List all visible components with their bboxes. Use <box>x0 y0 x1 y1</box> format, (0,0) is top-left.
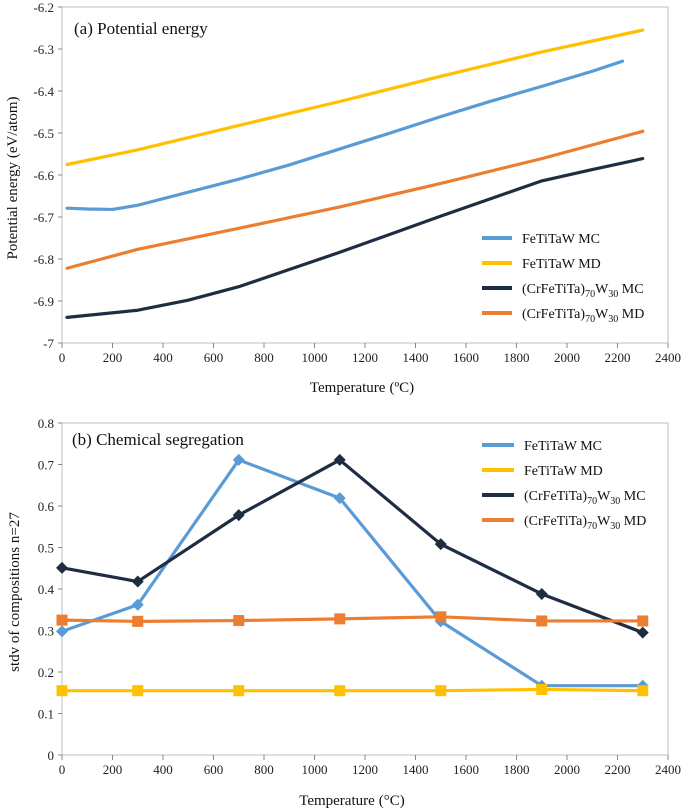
data-point-fetitaw-md <box>536 683 548 695</box>
data-point-fetitaw-mc <box>232 453 245 466</box>
data-point-fetitaw-md <box>334 685 346 697</box>
series-line-fetitaw-md <box>65 28 645 167</box>
x-tick-label: 1400 <box>403 350 429 365</box>
data-point-crfetita-70w30-md <box>233 615 245 627</box>
x-tick-label: 2400 <box>655 350 681 365</box>
x-tick-label: 1000 <box>302 350 328 365</box>
x-tick-label: 2200 <box>605 350 631 365</box>
data-point-crfetita-70w30-md <box>435 611 447 623</box>
y-tick-label: -7 <box>43 336 54 351</box>
x-tick-label: 1600 <box>453 762 479 777</box>
data-point-crfetita-70w30-md <box>132 615 144 627</box>
y-tick-label: 0 <box>48 748 55 763</box>
data-point-crfetita-70w30-mc <box>131 575 144 588</box>
y-tick-label: 0.3 <box>38 624 54 639</box>
x-tick-label: 800 <box>254 350 274 365</box>
y-tick-label: 0.1 <box>38 707 54 722</box>
y-tick-label: 0.6 <box>38 499 55 514</box>
panel-a-title: (a) Potential energy <box>74 19 208 38</box>
series-line-fetitaw-md <box>62 687 643 693</box>
x-tick-label: 0 <box>59 762 66 777</box>
x-tick-label: 1800 <box>504 762 530 777</box>
legend-label: (CrFeTiTa)70W30 MC <box>522 282 644 300</box>
x-tick-label: 800 <box>254 762 274 777</box>
x-tick-label: 1200 <box>352 762 378 777</box>
x-tick-label: 200 <box>103 762 123 777</box>
legend-label: FeTiTaW MD <box>522 257 601 272</box>
legend-label: FeTiTaW MC <box>524 439 602 454</box>
panel-b-title: (b) Chemical segregation <box>72 430 244 449</box>
data-point-crfetita-70w30-mc <box>434 538 447 551</box>
panel-a-legend: FeTiTaW MC FeTiTaW MD (CrFeTiTa)70W30 MC (C… <box>482 232 644 325</box>
data-point-fetitaw-md <box>132 685 144 697</box>
panel-a-potential-energy: 0 200 400 600 800 1000 1200 1400 1600 1800 2000 220… <box>5 0 681 396</box>
y-tick-label: 0.4 <box>38 582 55 597</box>
y-tick-label: 0.2 <box>38 665 54 680</box>
data-point-crfetita-70w30-mc <box>535 587 548 600</box>
series-line-crfetita-70w30-md <box>61 615 643 623</box>
legend-label: (CrFeTiTa)70W30 MC <box>524 489 646 507</box>
x-tick-label: 600 <box>204 762 224 777</box>
panel-b-y-axis-title: stdv of compositions n=27 <box>7 512 23 672</box>
legend-label: FeTiTaW MC <box>522 232 600 247</box>
panel-b-x-axis-title: Temperature (°C) <box>299 793 405 809</box>
y-tick-label: -6.4 <box>33 84 54 99</box>
y-tick-label: -6.2 <box>33 0 54 15</box>
series-line-crfetita-70w30-md <box>65 129 645 270</box>
data-point-fetitaw-mc <box>333 492 346 505</box>
data-point-crfetita-70w30-md <box>334 613 346 625</box>
panel-b-legend: FeTiTaW MC FeTiTaW MD (CrFeTiTa)70W30 MC (C… <box>482 439 646 532</box>
y-tick-label: -6.9 <box>33 294 54 309</box>
x-tick-label: 1200 <box>352 350 378 365</box>
series-line-crfetita-70w30-mc <box>65 157 645 319</box>
x-tick-label: 200 <box>103 350 123 365</box>
x-tick-label: 400 <box>153 350 173 365</box>
series-line-fetitaw-mc <box>65 59 625 212</box>
x-tick-label: 2400 <box>655 762 681 777</box>
y-tick-label: -6.6 <box>33 168 54 183</box>
data-point-crfetita-70w30-md <box>56 614 68 626</box>
y-tick-label: -6.7 <box>33 210 54 225</box>
x-tick-label: 1400 <box>403 762 429 777</box>
panel-a-x-axis-title: Temperature (ºC) <box>310 380 414 396</box>
data-point-crfetita-70w30-mc <box>636 626 649 639</box>
x-tick-label: 1600 <box>453 350 479 365</box>
y-tick-label: 0.8 <box>38 416 54 431</box>
data-point-crfetita-70w30-mc <box>56 561 68 574</box>
panel-b-chemical-segregation: 0 200 400 600 800 1000 1200 1400 1600 1800 2000 220… <box>7 416 681 809</box>
x-tick-label: 600 <box>204 350 224 365</box>
x-tick-label: 400 <box>153 762 173 777</box>
x-tick-label: 1800 <box>504 350 530 365</box>
data-point-crfetita-70w30-mc <box>232 509 245 522</box>
y-tick-label: 0.5 <box>38 541 54 556</box>
data-point-fetitaw-md <box>435 685 447 697</box>
y-tick-label: 0.7 <box>38 458 55 473</box>
x-tick-label: 0 <box>59 350 66 365</box>
data-point-fetitaw-mc <box>131 598 144 611</box>
series-line-crfetita-70w30-mc <box>61 458 644 635</box>
x-tick-label: 2200 <box>605 762 631 777</box>
panel-a-y-axis-title: Potential energy (eV/atom) <box>5 96 21 259</box>
legend-label: FeTiTaW MD <box>524 464 603 479</box>
data-point-fetitaw-md <box>637 685 649 697</box>
y-tick-label: -6.5 <box>33 126 54 141</box>
x-tick-label: 2000 <box>554 350 580 365</box>
y-tick-label: -6.3 <box>33 42 54 57</box>
data-point-crfetita-70w30-md <box>637 615 649 627</box>
legend-label: (CrFeTiTa)70W30 MD <box>524 514 646 532</box>
data-point-crfetita-70w30-md <box>536 615 548 627</box>
data-point-fetitaw-md <box>56 685 68 697</box>
y-tick-label: -6.8 <box>33 252 54 267</box>
data-point-fetitaw-md <box>233 685 245 697</box>
legend-label: (CrFeTiTa)70W30 MD <box>522 307 644 325</box>
x-tick-label: 1000 <box>302 762 328 777</box>
data-point-crfetita-70w30-mc <box>333 453 346 466</box>
data-point-fetitaw-mc <box>56 625 68 638</box>
x-tick-label: 2000 <box>554 762 580 777</box>
